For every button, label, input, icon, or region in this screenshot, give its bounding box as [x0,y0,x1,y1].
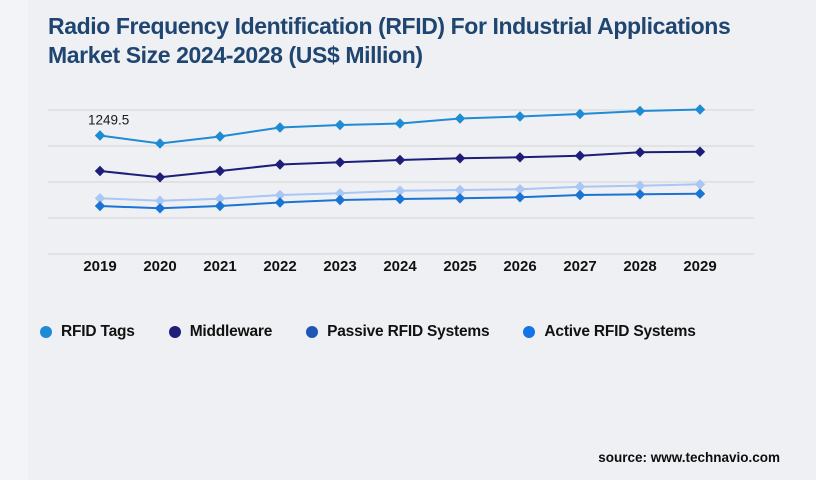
data-point-active-rfid-systems [514,192,526,203]
legend-item-active-rfid-systems: Active RFID Systems [523,323,696,341]
data-point-active-rfid-systems [694,188,706,199]
data-point-passive-rfid-systems [694,179,706,190]
chart-title: Radio Frequency Identification (RFID) Fo… [48,13,731,68]
data-point-rfid-tags [94,130,106,141]
data-point-active-rfid-systems [454,193,466,204]
data-point-rfid-tags [214,131,226,142]
x-axis-label: 2020 [143,258,176,275]
data-point-passive-rfid-systems [334,188,346,199]
data-point-middleware [274,159,286,170]
data-point-active-rfid-systems [394,193,406,205]
data-point-active-rfid-systems [334,194,346,206]
x-axis-label: 2023 [323,258,356,275]
data-point-passive-rfid-systems [214,193,226,204]
data-point-rfid-tags [274,122,286,133]
x-axis-label: 2027 [563,258,596,275]
data-point-passive-rfid-systems [274,189,286,201]
data-point-active-rfid-systems [634,189,646,200]
legend-marker-icon [523,326,536,338]
data-point-middleware [454,153,466,164]
left-margin-strip [0,0,28,480]
data-point-rfid-tags [394,118,406,129]
legend-item-middleware: Middleware [168,323,273,341]
data-point-rfid-tags [454,113,466,124]
legend-item-rfid-tags: RFID Tags [40,323,135,341]
data-point-passive-rfid-systems [634,180,646,191]
x-axis-label: 2029 [683,258,716,275]
data-point-middleware [214,165,226,177]
legend-item-passive-rfid-systems: Passive RFID Systems [306,323,490,341]
data-point-middleware [574,150,586,161]
source-attribution: source: www.technavio.com [598,450,780,465]
data-point-middleware [94,165,106,177]
data-point-passive-rfid-systems [514,184,526,195]
data-point-passive-rfid-systems [154,195,166,206]
data-point-active-rfid-systems [574,189,586,201]
data-point-middleware [334,157,346,168]
data-point-rfid-tags [634,105,646,117]
data-point-middleware [394,154,406,166]
x-axis-label: 2022 [263,258,296,275]
data-point-active-rfid-systems [274,197,286,208]
x-axis-label: 2024 [383,258,417,275]
x-axis-label: 2025 [443,258,476,275]
legend-label: Active RFID Systems [544,323,696,340]
data-point-rfid-tags [694,104,706,115]
legend-label: RFID Tags [61,323,135,340]
data-point-passive-rfid-systems [94,193,106,204]
data-point-passive-rfid-systems [574,181,586,192]
legend-marker-icon [168,326,181,338]
x-axis-label: 2028 [623,258,656,275]
legend-label: Middleware [189,323,273,340]
data-point-passive-rfid-systems [454,184,466,196]
data-label: 1249.5 [88,113,129,128]
data-point-middleware [514,152,526,163]
data-point-rfid-tags [574,108,586,120]
data-point-active-rfid-systems [154,203,166,214]
legend-label: Passive RFID Systems [327,323,490,340]
data-point-rfid-tags [154,138,166,149]
legend-marker-icon [306,326,319,338]
data-point-active-rfid-systems [214,200,226,212]
data-point-rfid-tags [334,119,346,131]
data-point-middleware [634,147,646,158]
x-axis-label: 2026 [503,258,536,275]
x-axis-label: 2019 [83,258,116,275]
x-axis-label: 2021 [203,258,236,275]
data-point-middleware [694,146,706,157]
legend-marker-icon [40,326,52,338]
data-point-passive-rfid-systems [394,185,406,196]
data-point-active-rfid-systems [94,200,106,212]
line-chart: 1249.5 2019 2020 2021 2022 2023 2024 2025 2026 20… [48,104,754,275]
data-point-middleware [154,172,166,183]
legend: RFID Tags Middleware Passive RFID Systems A… [40,323,696,341]
data-point-rfid-tags [514,111,526,122]
